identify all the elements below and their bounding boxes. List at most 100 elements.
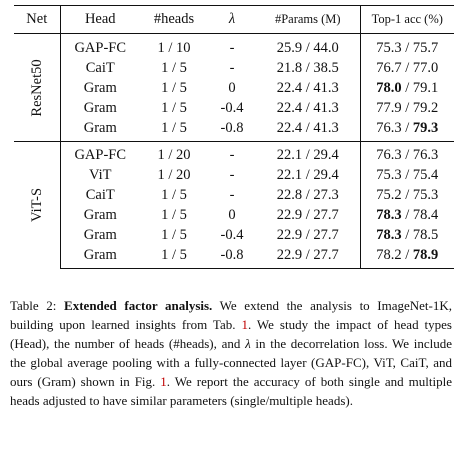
group-resnet50: ResNet50 GAP-FC 1 / 10 - 25.9 / 44.0 75.3 / 7… xyxy=(14,33,454,142)
results-table: Net Head #heads λ #Params (M) Top-1 acc … xyxy=(14,5,454,269)
acc-multi: 75.7 xyxy=(412,40,439,56)
heads-cell: 1 / 10 xyxy=(157,40,191,56)
acc-single: 78.2 xyxy=(376,247,402,263)
acc-separator: / xyxy=(401,60,413,76)
caption-table-ref[interactable]: 1 xyxy=(241,317,248,332)
params-cell: 25.9 / 44.0 xyxy=(276,40,339,56)
heads-cell: 1 / 20 xyxy=(157,167,191,183)
acc-multi: 78.5 xyxy=(412,227,439,243)
params-cell: 22.1 / 29.4 xyxy=(256,141,360,165)
heads-cell: 1 / 5 xyxy=(161,120,187,136)
caption-title: Extended factor analysis. xyxy=(64,298,213,313)
acc-multi: 79.3 xyxy=(412,120,439,136)
lambda-cell: -0.8 xyxy=(220,120,244,136)
params-cell: 22.8 / 27.3 xyxy=(276,187,339,203)
header-lambda: λ xyxy=(208,5,256,34)
acc-multi: 78.4 xyxy=(412,207,439,223)
params-cell: 21.8 / 38.5 xyxy=(276,60,339,76)
acc-separator: / xyxy=(401,80,413,96)
acc-single: 77.9 xyxy=(376,100,402,116)
table-row: Gram 1 / 5 0 22.9 / 27.7 78.3 / 78.4 xyxy=(14,205,454,225)
acc-single: 75.3 xyxy=(376,40,402,56)
header-net: Net xyxy=(14,5,60,34)
caption-figure-ref[interactable]: 1 xyxy=(160,374,167,389)
acc-single: 78.0 xyxy=(376,80,402,96)
caption-text-4: . We report the accuracy of both single … xyxy=(10,374,452,408)
heads-cell: 1 / 5 xyxy=(140,245,208,269)
lambda-cell: - xyxy=(208,141,256,165)
heads-cell: 1 / 20 xyxy=(140,141,208,165)
acc-separator: / xyxy=(401,227,413,243)
lambda-cell: - xyxy=(229,187,235,203)
acc-cell: 75.3 / 75.4 xyxy=(359,165,454,185)
table-row: Gram 1 / 5 -0.8 22.9 / 27.7 78.2 / 78.9 xyxy=(14,245,454,269)
params-cell: 22.4 / 41.3 xyxy=(276,120,339,136)
head-cell: Gram xyxy=(83,207,117,223)
lambda-cell: -0.4 xyxy=(220,100,244,116)
heads-cell: 1 / 5 xyxy=(161,60,187,76)
table-row: ViT-S GAP-FC 1 / 20-22.1 / 29.4 76.3 / 76.3 xyxy=(14,141,454,269)
heads-cell: 1 / 5 xyxy=(161,100,187,116)
params-cell: 22.4 / 41.3 xyxy=(276,100,339,116)
head-cell: Gram xyxy=(60,245,140,269)
net-label: ViT-S xyxy=(28,188,45,223)
group-vit-s: ViT-S GAP-FC 1 / 20-22.1 / 29.4 76.3 / 76.3… xyxy=(14,141,454,269)
head-cell: Gram xyxy=(83,100,117,116)
acc-multi: 79.2 xyxy=(412,100,439,116)
acc-cell: 76.3 / 76.3 xyxy=(359,141,454,165)
acc-multi: 75.3 xyxy=(412,187,439,203)
heads-cell: 1 / 5 xyxy=(161,207,187,223)
header-heads: #heads xyxy=(140,5,208,34)
net-cell: ViT-S xyxy=(14,141,61,269)
head-cell: GAP-FC xyxy=(60,141,140,165)
params-cell: 22.9 / 27.7 xyxy=(276,207,339,223)
head-cell: ViT xyxy=(89,167,112,183)
acc-cell: 75.2 / 75.3 xyxy=(359,185,454,205)
caption-lambda: λ xyxy=(245,336,251,351)
head-cell: Gram xyxy=(83,80,117,96)
table-row: Gram 1 / 5 -0.8 22.4 / 41.3 76.3 / 79.3 xyxy=(14,118,454,142)
table-row: CaiT 1 / 5 - 21.8 / 38.5 76.7 / 77.0 xyxy=(14,58,454,78)
acc-cell: 78.3 / 78.5 xyxy=(359,225,454,245)
head-cell: GAP-FC xyxy=(74,40,127,56)
acc-cell: 76.3 / 79.3 xyxy=(359,118,454,142)
table-caption: Table 2: Extended factor analysis. We ex… xyxy=(10,296,452,410)
acc-single: 76.3 xyxy=(376,147,402,163)
results-table-container: Net Head #heads λ #Params (M) Top-1 acc … xyxy=(14,5,454,269)
acc-separator: / xyxy=(401,187,413,203)
acc-single: 78.3 xyxy=(376,207,402,223)
table-row: ViT 1 / 20 - 22.1 / 29.4 75.3 / 75.4 xyxy=(14,165,454,185)
lambda-cell: 0 xyxy=(228,207,236,223)
heads-cell: 1 / 5 xyxy=(161,227,187,243)
table-row: Gram 1 / 5 0 22.4 / 41.3 78.0 / 79.1 xyxy=(14,78,454,98)
acc-single: 76.7 xyxy=(376,60,402,76)
head-cell: Gram xyxy=(83,120,117,136)
params-cell: 22.4 / 41.3 xyxy=(276,80,339,96)
net-label: ResNet50 xyxy=(28,58,45,117)
lambda-cell: 0 xyxy=(228,80,236,96)
lambda-cell: - xyxy=(229,40,235,56)
table-header-row: Net Head #heads λ #Params (M) Top-1 acc … xyxy=(14,5,454,34)
caption-text-2: . We study the impact of head types (Hea… xyxy=(10,317,452,351)
heads-cell: 1 / 5 xyxy=(161,80,187,96)
heads-cell: 1 / 5 xyxy=(161,187,187,203)
acc-single: 76.3 xyxy=(376,120,402,136)
lambda-cell: - xyxy=(229,167,235,183)
table-row: ResNet50 GAP-FC 1 / 10 - 25.9 / 44.0 75.3 / 7… xyxy=(14,33,454,142)
table-row: Gram 1 / 5 -0.4 22.4 / 41.3 77.9 / 79.2 xyxy=(14,98,454,118)
acc-cell: 76.7 / 77.0 xyxy=(359,58,454,78)
head-cell: CaiT xyxy=(85,60,115,76)
acc-separator: / xyxy=(401,120,413,136)
caption-text-3: in the decorrelation loss. We include th… xyxy=(10,336,452,389)
acc-multi: 78.9 xyxy=(412,247,439,263)
acc-single: 78.3 xyxy=(376,227,402,243)
acc-multi: 77.0 xyxy=(412,60,439,76)
acc-multi: 79.1 xyxy=(412,80,439,96)
head-cell: CaiT xyxy=(85,187,115,203)
acc-separator: / xyxy=(401,167,413,183)
header-params: #Params (M) xyxy=(256,5,360,34)
lambda-cell: - xyxy=(229,60,235,76)
params-cell: 22.1 / 29.4 xyxy=(276,167,339,183)
caption-label: Table 2: xyxy=(10,298,57,313)
acc-single: 75.3 xyxy=(376,167,402,183)
